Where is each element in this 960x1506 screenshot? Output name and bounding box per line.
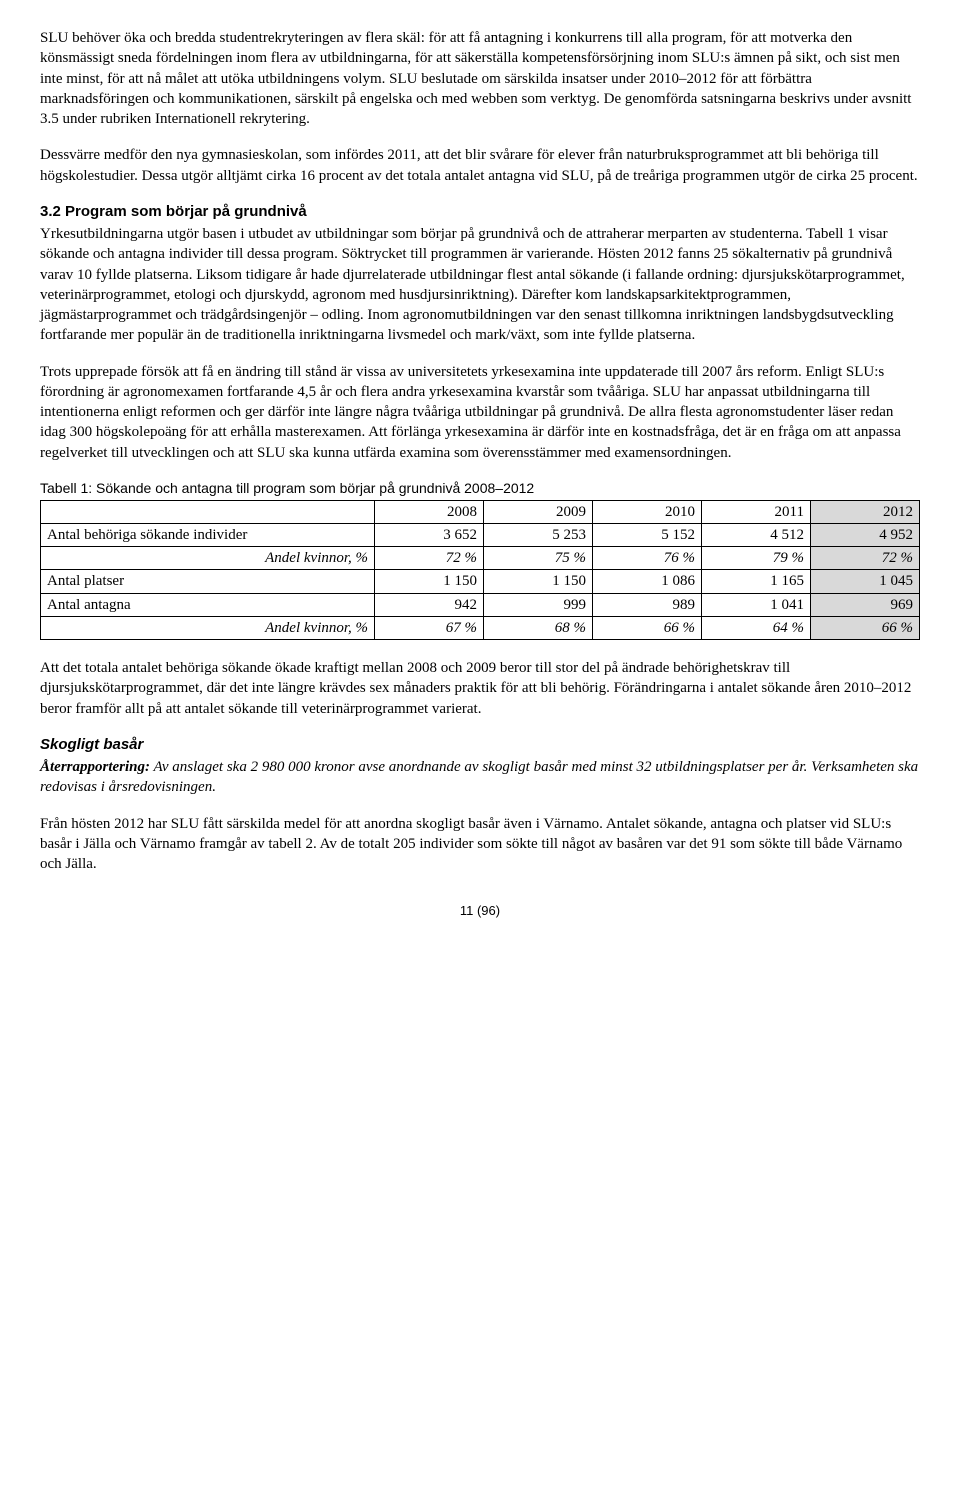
table-cell: 1 086 (593, 570, 702, 593)
table-cell: 942 (375, 593, 484, 616)
paragraph-4: Trots upprepade försök att få en ändring… (40, 362, 920, 463)
table-header-year: 2009 (484, 500, 593, 523)
table-row-label: Antal behöriga sökande individer (41, 523, 375, 546)
table-cell: 1 045 (810, 570, 919, 593)
report-paragraph: Återrapportering: Av anslaget ska 2 980 … (40, 757, 920, 798)
table-1: 20082009201020112012 Antal behöriga sökan… (40, 500, 920, 641)
table-cell: 1 150 (484, 570, 593, 593)
table-cell: 999 (484, 593, 593, 616)
table-header-year: 2008 (375, 500, 484, 523)
table-cell: 79 % (701, 547, 810, 570)
table-row-label: Andel kvinnor, % (41, 616, 375, 639)
table-cell: 66 % (593, 616, 702, 639)
report-text: Av anslaget ska 2 980 000 kronor avse an… (40, 759, 918, 795)
table-cell: 4 952 (810, 523, 919, 546)
heading-3-2: 3.2 Program som börjar på grundnivå (40, 202, 920, 222)
table-cell: 5 152 (593, 523, 702, 546)
table-cell: 66 % (810, 616, 919, 639)
table-row-label: Antal antagna (41, 593, 375, 616)
table-cell: 76 % (593, 547, 702, 570)
paragraph-1: SLU behöver öka och bredda studentrekryt… (40, 28, 920, 129)
paragraph-6: Från hösten 2012 har SLU fått särskilda … (40, 814, 920, 875)
table-cell: 68 % (484, 616, 593, 639)
table-cell: 67 % (375, 616, 484, 639)
table-cell: 5 253 (484, 523, 593, 546)
table-cell: 1 150 (375, 570, 484, 593)
table-cell: 64 % (701, 616, 810, 639)
table-cell: 4 512 (701, 523, 810, 546)
table-cell: 75 % (484, 547, 593, 570)
table-cell: 72 % (810, 547, 919, 570)
table-cell: 1 041 (701, 593, 810, 616)
table-header-year: 2010 (593, 500, 702, 523)
table-1-caption: Tabell 1: Sökande och antagna till progr… (40, 479, 920, 498)
paragraph-3: Yrkesutbildningarna utgör basen i utbude… (40, 224, 920, 346)
table-cell: 3 652 (375, 523, 484, 546)
table-cell: 72 % (375, 547, 484, 570)
paragraph-2: Dessvärre medför den nya gymnasieskolan,… (40, 145, 920, 186)
table-row-label: Andel kvinnor, % (41, 547, 375, 570)
table-header-year: 2012 (810, 500, 919, 523)
paragraph-5: Att det totala antalet behöriga sökande … (40, 658, 920, 719)
table-cell: 969 (810, 593, 919, 616)
heading-skogligt-basar: Skogligt basår (40, 735, 920, 755)
table-header-empty (41, 500, 375, 523)
table-cell: 989 (593, 593, 702, 616)
table-row-label: Antal platser (41, 570, 375, 593)
page-number: 11 (96) (40, 902, 920, 920)
table-header-year: 2011 (701, 500, 810, 523)
table-cell: 1 165 (701, 570, 810, 593)
report-label: Återrapportering: (40, 759, 150, 775)
